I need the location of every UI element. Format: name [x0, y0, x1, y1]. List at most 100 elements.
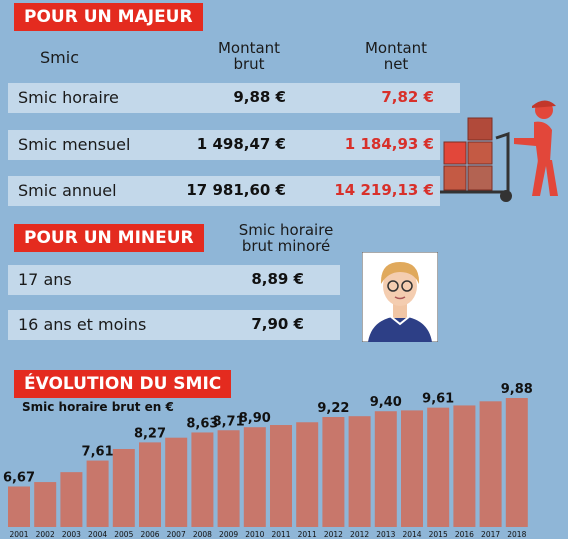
chart-data-label: 8,27: [134, 426, 166, 441]
chart-bar: [401, 410, 423, 527]
table-row: Smic horaire 9,88 € 7,82 €: [8, 83, 460, 113]
chart-tick-label: 2007: [167, 530, 186, 539]
col-net-header: Montant net: [352, 40, 440, 72]
chart-bar: [165, 437, 188, 527]
box-icon: [443, 165, 467, 191]
glasses-icon: [387, 280, 399, 292]
chart-bar: [86, 460, 109, 527]
row-label: Smic mensuel: [18, 135, 131, 154]
chart-data-label: 6,67: [3, 470, 35, 485]
chart-bar: [479, 401, 502, 527]
shoulders-icon: [368, 316, 432, 342]
chart-data-label: 8,90: [239, 411, 271, 426]
chart-bar: [270, 425, 292, 527]
chart-tick-label: 2017: [481, 530, 500, 539]
worker-cap-icon: [532, 100, 556, 108]
chart-tick-label: 2015: [429, 530, 448, 539]
chart-bar: [374, 411, 397, 527]
chart-tick-label: 2010: [245, 530, 264, 539]
neck-icon: [393, 304, 407, 318]
row-brut: 17 981,60 €: [186, 181, 286, 199]
worker-illustration: [440, 100, 558, 202]
chart-tick-label: 2003: [62, 530, 81, 539]
chart-bar: [60, 472, 83, 527]
chart-bar: [243, 427, 266, 527]
hair-icon: [380, 262, 420, 284]
table-row: 16 ans et moins 7,90 €: [8, 310, 340, 340]
chart-bar: [296, 422, 319, 527]
col-brut-line1: Montant: [217, 39, 281, 57]
box-icon: [467, 141, 493, 165]
col-minore-line2: brut minoré: [241, 237, 331, 255]
glasses-icon: [401, 280, 413, 292]
chart-data-label: 9,40: [370, 395, 402, 410]
col-brut-header: Montant brut: [205, 40, 293, 72]
col-brut-line2: brut: [233, 55, 265, 73]
chart-tick-label: 2012: [324, 530, 343, 539]
table-row: 17 ans 8,89 €: [8, 265, 340, 295]
col-minore-header: Smic horaire brut minoré: [222, 222, 350, 254]
worker-legs-icon: [532, 160, 558, 196]
col-net-line1: Montant: [364, 39, 428, 57]
chart-bar: [505, 398, 528, 527]
mouth-icon: [394, 296, 406, 300]
table-row: Smic annuel 17 981,60 € 14 219,13 €: [8, 176, 440, 206]
chart-tick-label: 2002: [36, 530, 55, 539]
chart-subtitle: Smic horaire brut en €: [22, 400, 174, 414]
chart-data-label: 9,22: [317, 401, 349, 416]
chart-data-label: 7,61: [82, 445, 114, 460]
chart-data-label: 8,63: [186, 416, 218, 431]
chart-bar: [191, 432, 214, 527]
young-person-portrait: [362, 252, 438, 342]
majeur-banner: POUR UN MAJEUR: [14, 3, 203, 31]
row-value: 8,89 €: [251, 270, 304, 288]
row-label: 16 ans et moins: [18, 315, 147, 334]
chart-data-label: 9,88: [501, 382, 533, 397]
row-net: 14 219,13 €: [334, 181, 434, 199]
chart-data-label: 9,61: [422, 392, 454, 407]
row-brut: 9,88 €: [233, 88, 286, 106]
chart-tick-label: 2008: [193, 530, 212, 539]
chart-data-label: 8,71: [213, 414, 245, 429]
chart-tick-label: 2018: [507, 530, 526, 539]
chart-tick-label: 2012: [350, 530, 369, 539]
hand-truck-icon: [440, 131, 510, 194]
row-net: 1 184,93 €: [344, 135, 434, 153]
mineur-banner: POUR UN MINEUR: [14, 224, 204, 252]
row-net: 7,82 €: [381, 88, 434, 106]
chart-bar: [427, 407, 450, 527]
row-value: 7,90 €: [251, 315, 304, 333]
chart-tick-label: 2014: [402, 530, 421, 539]
table-row: Smic mensuel 1 498,47 € 1 184,93 €: [8, 130, 440, 160]
chart-bar: [217, 430, 240, 527]
box-icon: [443, 141, 467, 165]
row-label: Smic horaire: [18, 88, 119, 107]
chart-tick-label: 2004: [88, 530, 107, 539]
row-label: 17 ans: [18, 270, 72, 289]
chart-bar: [112, 448, 135, 527]
chart-bar: [8, 486, 30, 527]
chart-tick-label: 2013: [376, 530, 395, 539]
chart-tick-label: 2005: [114, 530, 133, 539]
chart-tick-label: 2011: [298, 530, 317, 539]
worker-body-icon: [514, 121, 552, 162]
col-minore-line1: Smic horaire: [238, 221, 334, 239]
chart-bar: [348, 416, 371, 527]
chart-tick-label: 2011: [271, 530, 290, 539]
chart-bar: [453, 405, 476, 527]
chart-title: ÉVOLUTION DU SMIC: [14, 370, 232, 398]
col-net-line2: net: [383, 55, 409, 73]
chart-tick-label: 2016: [455, 530, 474, 539]
chart-tick-label: 2009: [219, 530, 238, 539]
row-label: Smic annuel: [18, 181, 117, 200]
collar-icon: [389, 315, 411, 326]
chart-bar: [139, 442, 161, 527]
row-brut: 1 498,47 €: [196, 135, 286, 153]
chart-bar: [322, 417, 345, 527]
chart-bar: [34, 482, 57, 527]
face-icon: [383, 266, 417, 306]
chart-tick-label: 2006: [140, 530, 159, 539]
chart-tick-label: 2001: [9, 530, 28, 539]
col-smic-header: Smic: [40, 48, 79, 67]
box-icon: [467, 165, 493, 191]
